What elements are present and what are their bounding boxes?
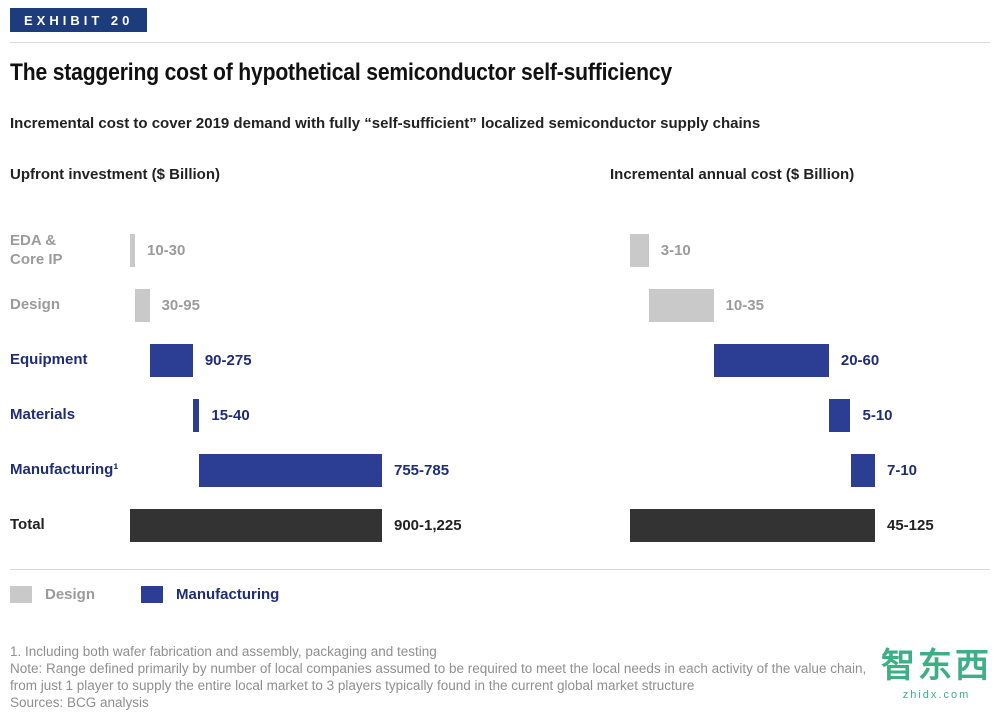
category-label: Materials: [10, 406, 76, 424]
waterfall-bar-segment: [192, 399, 200, 432]
waterfall-bar-segment: [130, 234, 135, 267]
value-label: 90-275: [204, 352, 252, 369]
waterfall-bar-segment: [149, 344, 193, 377]
left-panel-title: Upfront investment ($ Billion): [10, 166, 220, 183]
right-panel-title: Incremental annual cost ($ Billion): [610, 166, 855, 183]
waterfall-track: 3-10: [630, 223, 990, 278]
design-legend-label: Design: [45, 586, 96, 603]
page-title: The staggering cost of hypothetical semi…: [10, 59, 673, 86]
category-label: Manufacturing¹: [10, 461, 119, 479]
waterfall-track: 90-275: [130, 333, 610, 388]
category-label: Design: [10, 296, 61, 314]
legend-item-design: Design: [10, 586, 95, 603]
waterfall-bar-segment: [630, 509, 875, 542]
waterfall-track: 20-60: [630, 333, 990, 388]
waterfall-track: 15-40: [130, 388, 610, 443]
footnotes: 1. Including both wafer fabrication and …: [10, 643, 990, 711]
chart-row: Equipment 90-275 20-60: [10, 333, 990, 388]
waterfall-bar-segment: [130, 509, 382, 542]
chart-subtitle: Incremental cost to cover 2019 demand wi…: [10, 115, 761, 132]
chart-row: Total 900-1,225 45-125: [10, 498, 990, 553]
category-label: Equipment: [10, 351, 88, 369]
waterfall-track: 30-95: [130, 278, 610, 333]
footnote-1: 1. Including both wafer fabrication and …: [10, 644, 437, 659]
value-label: 15-40: [211, 407, 250, 424]
chart-row: Design 30-95 10-35: [10, 278, 990, 333]
waterfall-track: 5-10: [630, 388, 990, 443]
value-label: 3-10: [660, 242, 691, 259]
value-label: 900-1,225: [394, 517, 462, 534]
value-label: 20-60: [840, 352, 880, 369]
legend-divider: [10, 569, 990, 570]
waterfall-bar-segment: [199, 454, 382, 487]
chart-row: Materials 15-40 5-10: [10, 388, 990, 443]
waterfall-chart: EDA & Core IP 10-30 3-10 Design 30-95 10-35 Eq…: [10, 223, 990, 553]
value-label: 7-10: [887, 462, 918, 479]
manufacturing-legend-label: Manufacturing: [176, 586, 280, 603]
value-label: 5-10: [862, 407, 893, 424]
manufacturing-legend-swatch: [141, 586, 164, 603]
waterfall-track: 900-1,225: [130, 498, 610, 553]
value-label: 10-30: [147, 242, 186, 259]
waterfall-track: 7-10: [630, 443, 990, 498]
waterfall-bar-segment: [850, 454, 875, 487]
category-label: EDA & Core IP: [10, 231, 63, 268]
chart-row: EDA & Core IP 10-30 3-10: [10, 223, 990, 278]
waterfall-bar-segment: [630, 234, 649, 267]
value-label: 45-125: [887, 517, 934, 534]
value-label: 30-95: [161, 297, 200, 314]
exhibit-badge-label: EXHIBIT 20: [24, 13, 134, 28]
design-legend-swatch: [10, 586, 32, 603]
category-label: Total: [10, 516, 45, 534]
footnote-note-line1: Note: Range defined primarily by number …: [10, 661, 867, 676]
waterfall-bar-segment: [713, 344, 829, 377]
top-divider: [10, 42, 990, 43]
exhibit-badge: EXHIBIT 20: [10, 8, 148, 32]
waterfall-bar-segment: [828, 399, 851, 432]
waterfall-track: 755-785: [130, 443, 610, 498]
waterfall-track: 10-30: [130, 223, 610, 278]
legend: Design Manufacturing: [10, 586, 990, 603]
footnote-sources: Sources: BCG analysis: [10, 695, 149, 710]
footnote-note-line2: from just 1 player to supply the entire …: [10, 678, 695, 693]
waterfall-track: 10-35: [630, 278, 990, 333]
value-label: 755-785: [394, 462, 450, 479]
chart-row: Manufacturing¹ 755-785 7-10: [10, 443, 990, 498]
panel-headers: Upfront investment ($ Billion) Increment…: [10, 166, 990, 183]
waterfall-bar-segment: [134, 289, 150, 322]
legend-item-manufacturing: Manufacturing: [141, 586, 279, 603]
waterfall-track: 45-125: [630, 498, 990, 553]
waterfall-bar-segment: [648, 289, 714, 322]
value-label: 10-35: [725, 297, 764, 314]
